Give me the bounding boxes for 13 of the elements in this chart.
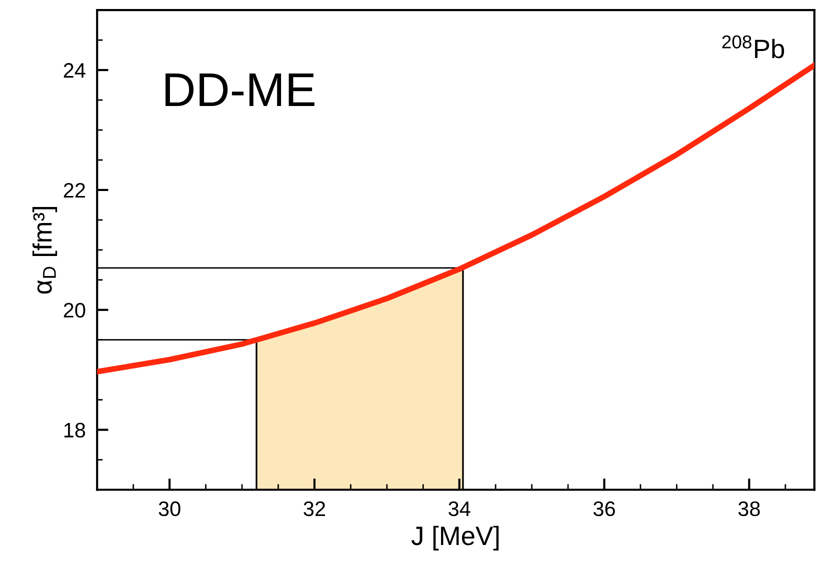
- x-axis-title: J [MeV]: [411, 526, 499, 550]
- x-tick-label: 30: [158, 501, 180, 516]
- y-tick-label: 22: [64, 182, 85, 198]
- x-tick-label: 32: [304, 501, 325, 516]
- y-tick-label: 18: [64, 422, 86, 438]
- x-tick-label: 38: [738, 501, 760, 516]
- y-tick-label: 20: [64, 302, 86, 318]
- y-tick-label: 24: [64, 63, 86, 78]
- annotation: $^{208}$Pb: [722, 35, 784, 58]
- x-tick-label: 34: [448, 501, 470, 516]
- annotation: DD-ME: [166, 74, 314, 106]
- x-tick-label: 36: [593, 501, 615, 516]
- y-axis-title: α$_{D}$ [fm³]: [32, 207, 58, 294]
